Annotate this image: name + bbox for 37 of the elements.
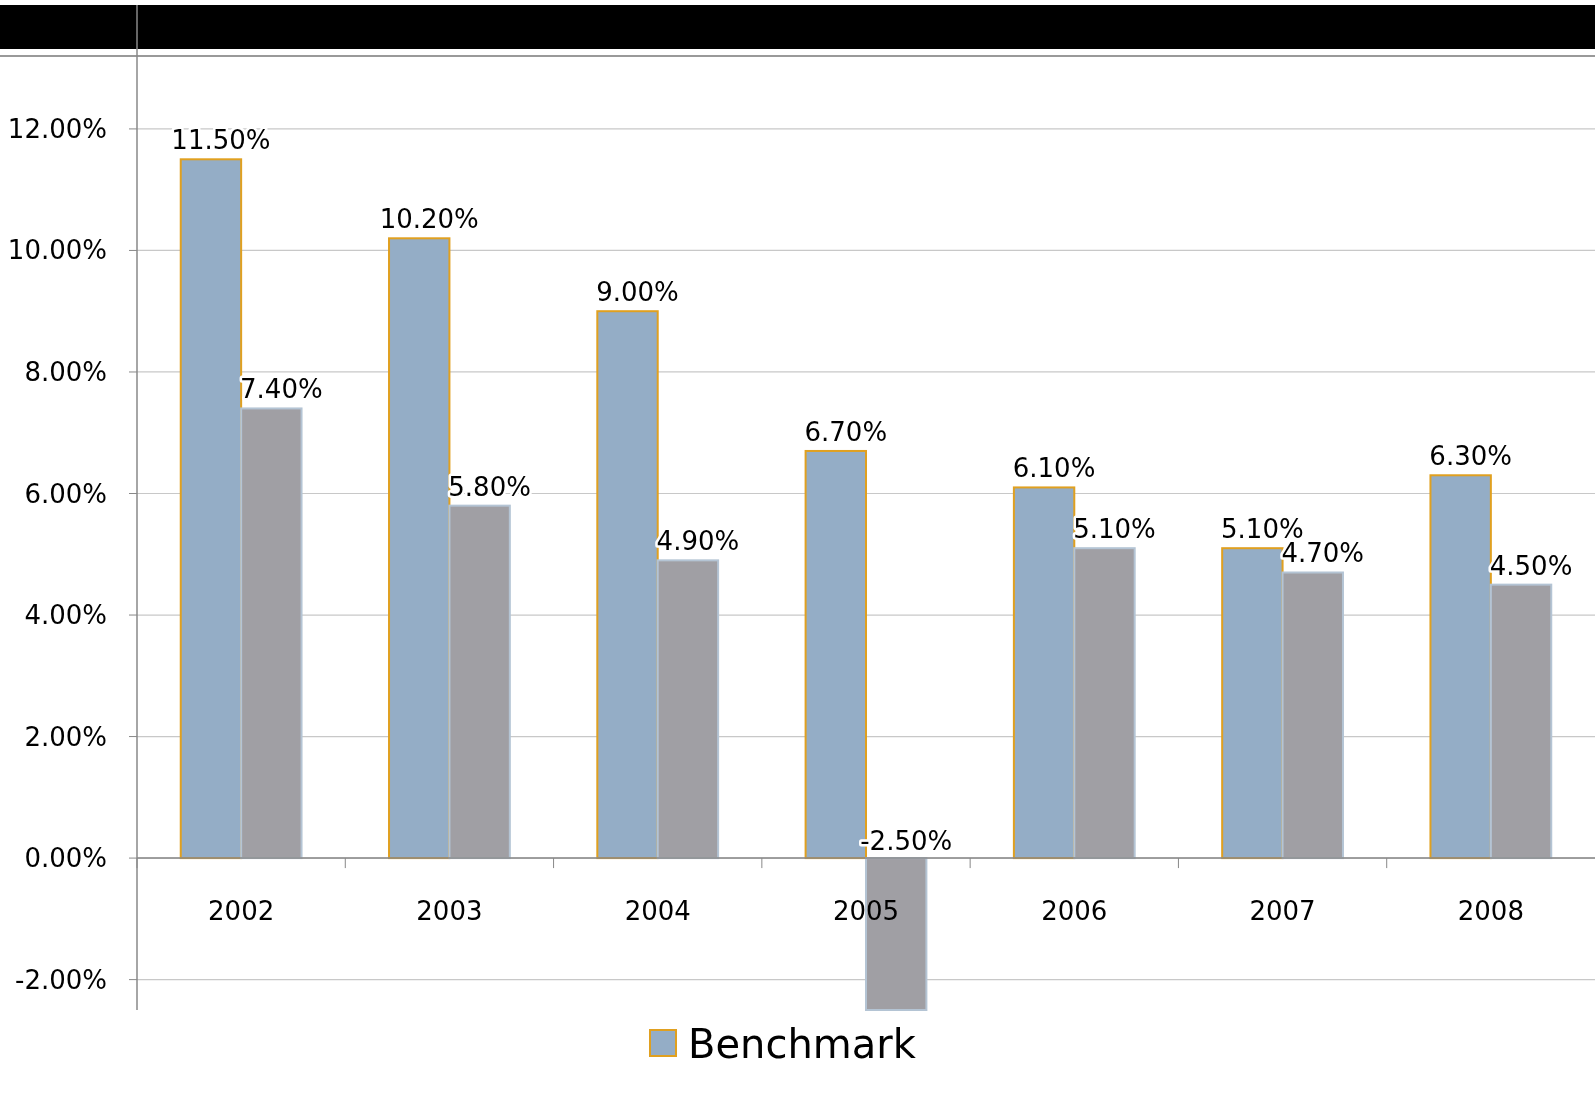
x-tick-label: 2004 bbox=[624, 896, 691, 927]
y-tick-label: 10.00% bbox=[7, 235, 107, 266]
data-label: 6.10% bbox=[1012, 453, 1096, 484]
x-tick-label: 2006 bbox=[1041, 896, 1108, 927]
bar bbox=[388, 237, 451, 860]
y-tick-label: 12.00% bbox=[7, 113, 107, 144]
data-label: 5.80% bbox=[448, 471, 531, 502]
bar bbox=[179, 158, 243, 860]
bar bbox=[596, 310, 659, 860]
bar bbox=[1012, 486, 1076, 860]
bar bbox=[448, 504, 511, 860]
y-tick-label: -2.00% bbox=[15, 964, 107, 995]
x-tick-label: 2008 bbox=[1457, 896, 1524, 927]
data-label: 6.70% bbox=[804, 416, 888, 447]
bar bbox=[1429, 474, 1492, 860]
data-label: 11.50% bbox=[171, 125, 271, 156]
bar bbox=[1221, 547, 1284, 860]
data-label: 10.20% bbox=[379, 204, 479, 235]
data-label: 7.40% bbox=[240, 374, 323, 405]
data-label: 9.00% bbox=[596, 277, 679, 308]
data-label: 5.10% bbox=[1073, 514, 1156, 545]
y-tick-label: 2.00% bbox=[24, 721, 107, 752]
bar bbox=[1489, 583, 1553, 860]
y-tick-label: 8.00% bbox=[24, 356, 107, 387]
x-tick-label: 2002 bbox=[208, 896, 275, 927]
bar bbox=[1073, 547, 1136, 860]
y-tick-label: 0.00% bbox=[24, 843, 107, 874]
x-tick-label: 2005 bbox=[832, 896, 900, 927]
bar bbox=[656, 559, 720, 860]
bar bbox=[240, 407, 303, 860]
y-tick-label: 6.00% bbox=[24, 478, 107, 509]
data-label: 6.30% bbox=[1429, 441, 1512, 472]
x-tick-label: 2007 bbox=[1249, 896, 1316, 927]
y-tick-label: 4.00% bbox=[24, 600, 107, 631]
bar bbox=[1281, 571, 1344, 860]
legend-label: Benchmark bbox=[688, 1021, 917, 1067]
x-tick-label: 2003 bbox=[416, 896, 483, 927]
